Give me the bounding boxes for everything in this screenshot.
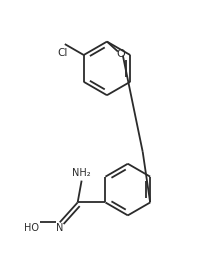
- Text: N: N: [56, 223, 63, 233]
- Text: HO: HO: [24, 223, 39, 233]
- Text: NH₂: NH₂: [72, 168, 90, 178]
- Text: O: O: [116, 49, 125, 58]
- Text: Cl: Cl: [57, 48, 68, 58]
